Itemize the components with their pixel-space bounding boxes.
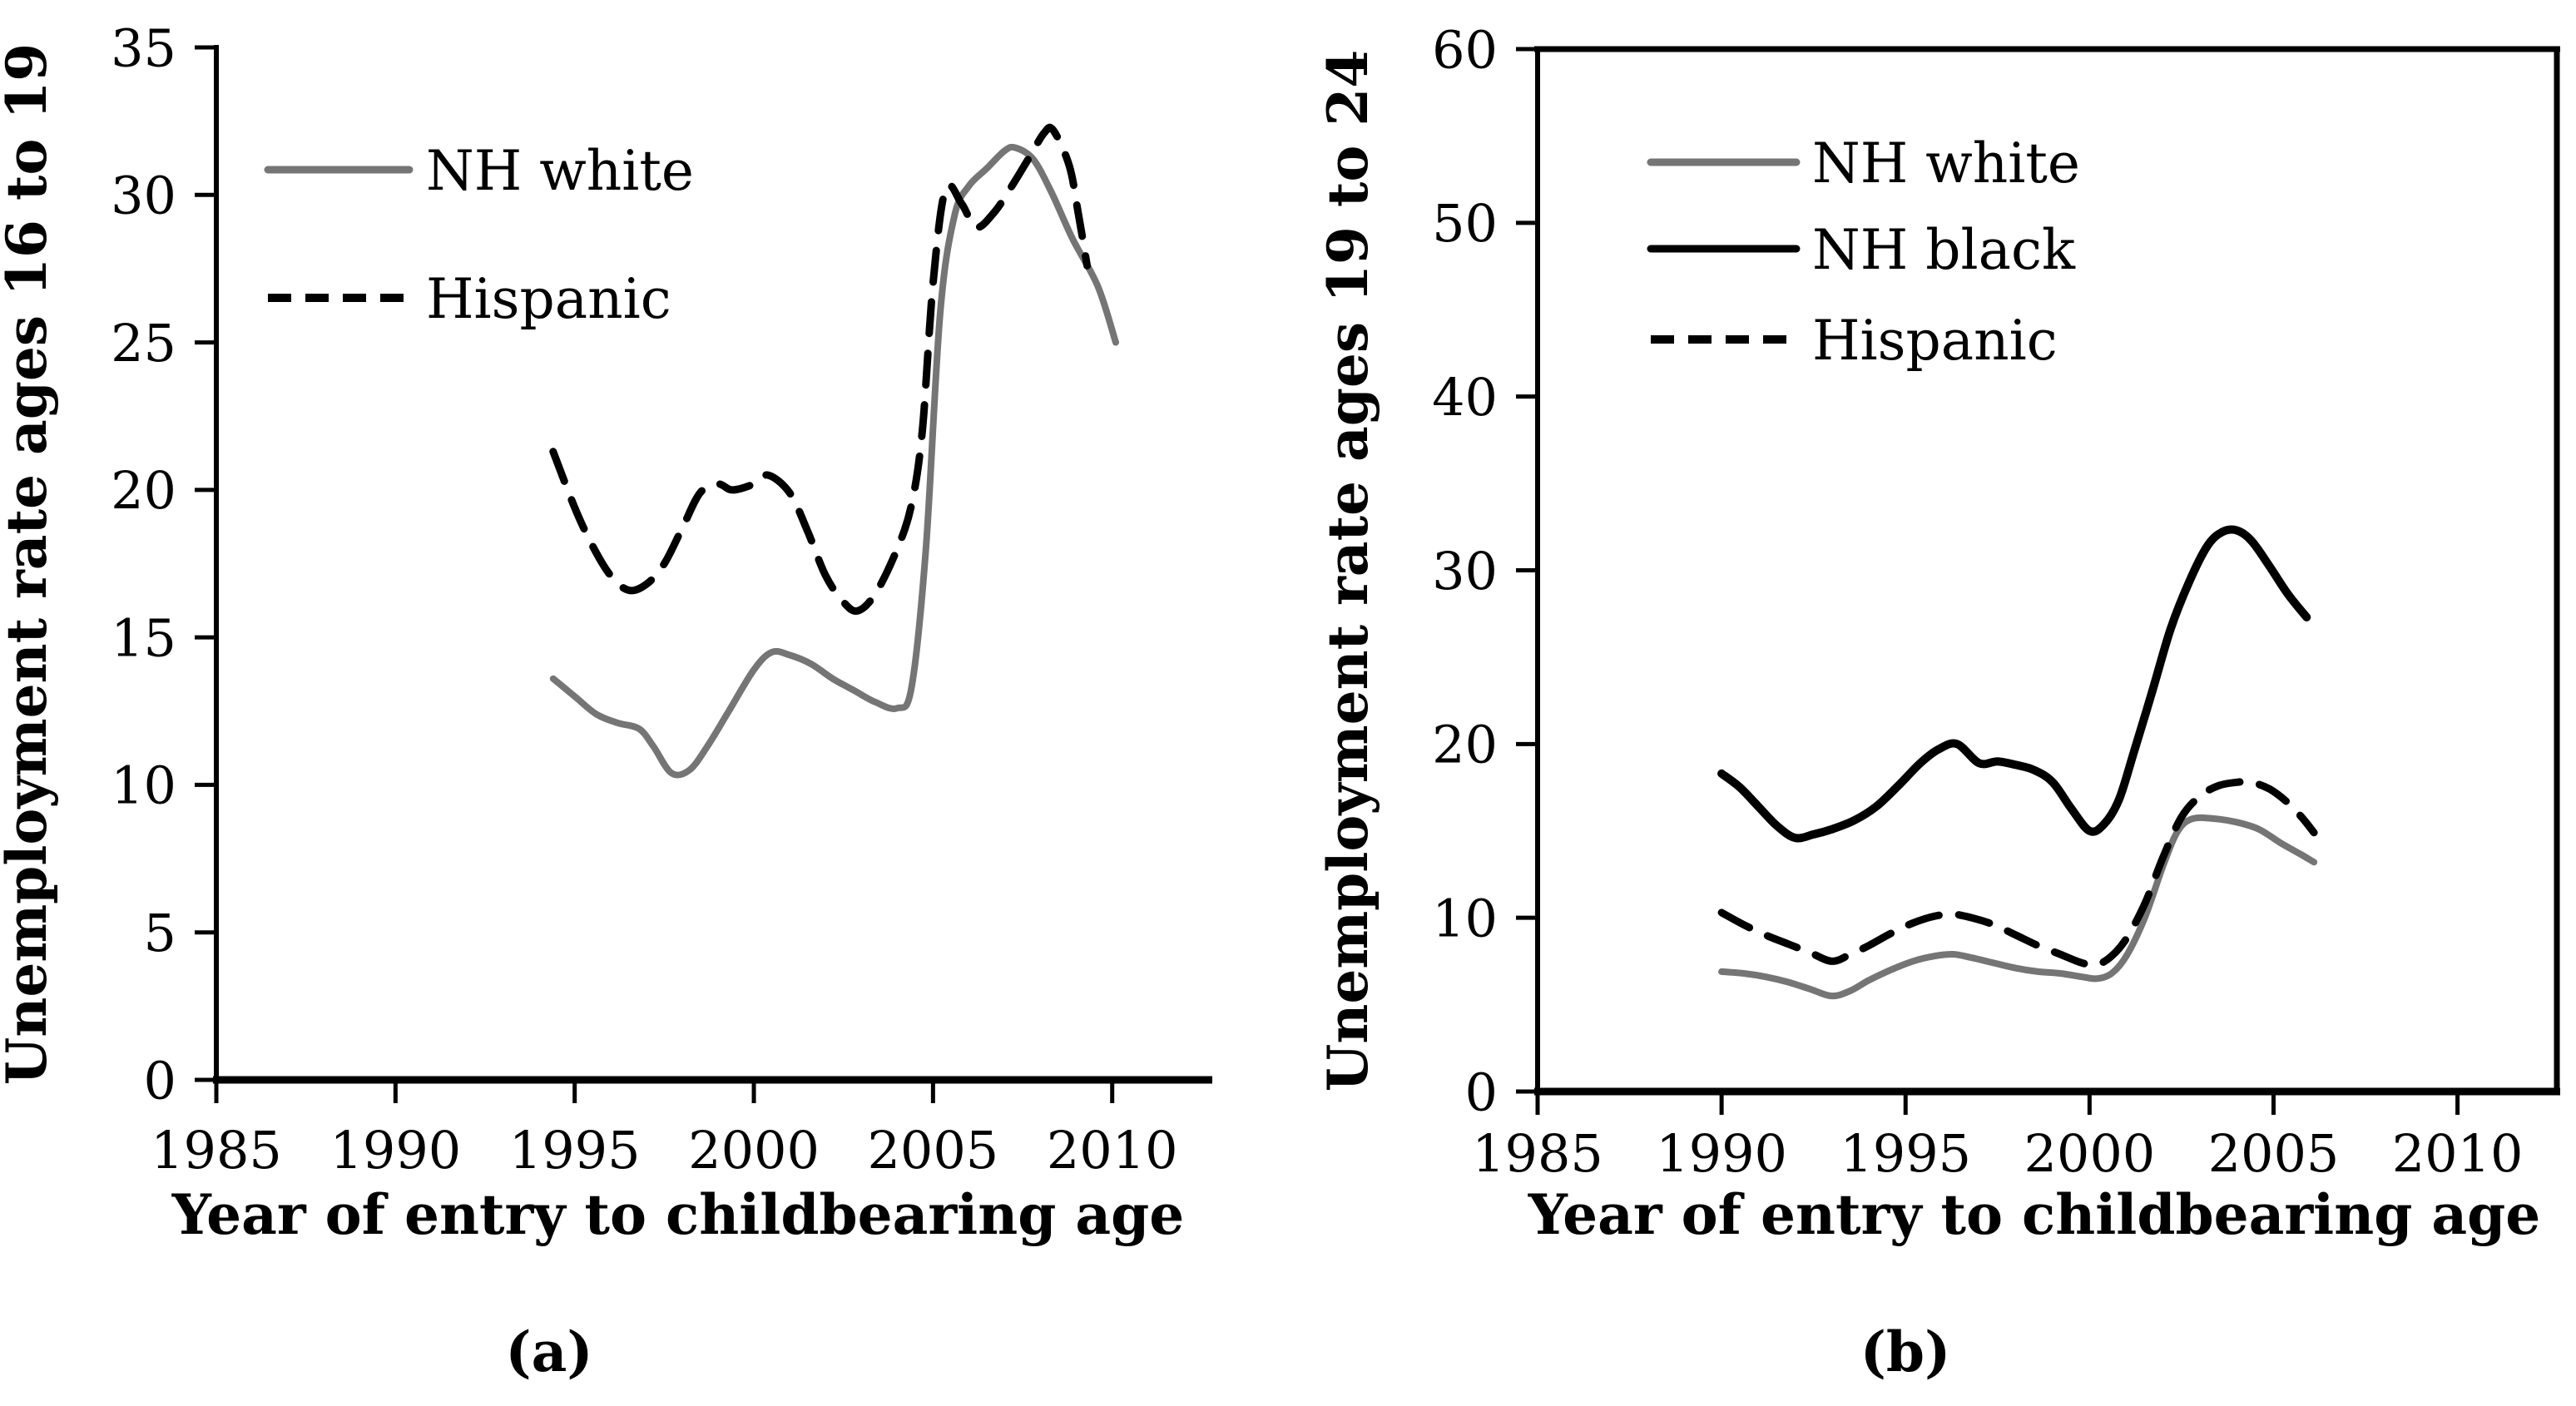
y-tick-label: 35 xyxy=(111,17,176,78)
y-tick-label: 0 xyxy=(144,1050,176,1111)
x-axis-title: Year of entry to childbearing age xyxy=(1528,1182,2541,1247)
x-tick-label: 2005 xyxy=(867,1120,998,1181)
y-tick-label: 10 xyxy=(1432,888,1498,948)
legend-label-nh-black: NH black xyxy=(1812,218,2076,282)
legend-label-nh-white: NH white xyxy=(1812,131,2080,196)
x-tick-label: 2005 xyxy=(2208,1123,2340,1184)
y-tick-label: 20 xyxy=(111,460,176,521)
y-tick-label: 30 xyxy=(111,166,176,226)
series-hispanic-line xyxy=(1717,778,2318,969)
x-tick-label: 1985 xyxy=(1472,1123,1603,1184)
panel-caption: (a) xyxy=(505,1319,592,1384)
chart-panel-a: 0 5 10 15 20 25 30 35 1985 1990 1995 2000 2005 2010 Un… xyxy=(0,17,1212,1384)
series-nh-white-line xyxy=(1718,814,2318,1000)
x-tick-label: 1990 xyxy=(329,1120,461,1181)
series-nh-white-line xyxy=(549,143,1119,779)
x-tick-label: 1995 xyxy=(509,1120,641,1181)
x-tick-label: 2010 xyxy=(2392,1123,2524,1184)
y-tick-label: 60 xyxy=(1432,19,1498,80)
x-axis-title: Year of entry to childbearing age xyxy=(171,1182,1185,1247)
y-tick-label: 50 xyxy=(1432,193,1498,254)
y-tick-label: 20 xyxy=(1432,715,1498,775)
x-tick-label: 2010 xyxy=(1047,1120,1178,1181)
x-tick-label: 2000 xyxy=(2024,1123,2155,1184)
y-tick-label: 0 xyxy=(1465,1062,1498,1122)
x-tick-label: 2000 xyxy=(688,1120,820,1181)
x-tick-label: 1985 xyxy=(151,1120,282,1181)
x-tick-label: 1995 xyxy=(1840,1123,1971,1184)
y-tick-label: 5 xyxy=(144,903,176,963)
y-axis-title: Unemployment rate ages 16 to 19 xyxy=(0,43,59,1085)
legend-label-hispanic: Hispanic xyxy=(426,267,671,331)
series-hispanic-line xyxy=(549,123,1092,616)
y-axis-title: Unemployment rate ages 19 to 24 xyxy=(1315,50,1380,1092)
panel-caption: (b) xyxy=(1860,1319,1951,1384)
chart-panel-b: 0 10 20 30 40 50 60 1985 1990 1995 2000 2005 2010 Une… xyxy=(1315,19,2560,1384)
y-tick-label: 10 xyxy=(111,755,176,816)
series-nh-black-line xyxy=(1717,525,2311,843)
legend-label-hispanic: Hispanic xyxy=(1812,309,2058,373)
y-tick-label: 40 xyxy=(1432,367,1498,428)
y-tick-label: 25 xyxy=(111,313,176,374)
legend-label-nh-white: NH white xyxy=(426,139,694,203)
y-tick-label: 15 xyxy=(111,607,176,668)
x-tick-label: 1990 xyxy=(1656,1123,1787,1184)
y-tick-label: 30 xyxy=(1432,541,1498,602)
